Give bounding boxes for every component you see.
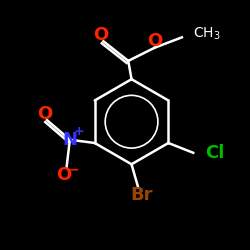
Text: O: O [56,166,72,184]
Text: O: O [37,104,52,122]
Text: CH$_3$: CH$_3$ [193,26,221,42]
Text: Br: Br [130,186,152,204]
Text: O: O [148,32,163,50]
Text: O: O [93,26,108,44]
Text: N: N [62,131,77,149]
Text: −: − [69,164,80,177]
Text: Cl: Cl [205,144,225,162]
Text: +: + [74,125,84,138]
